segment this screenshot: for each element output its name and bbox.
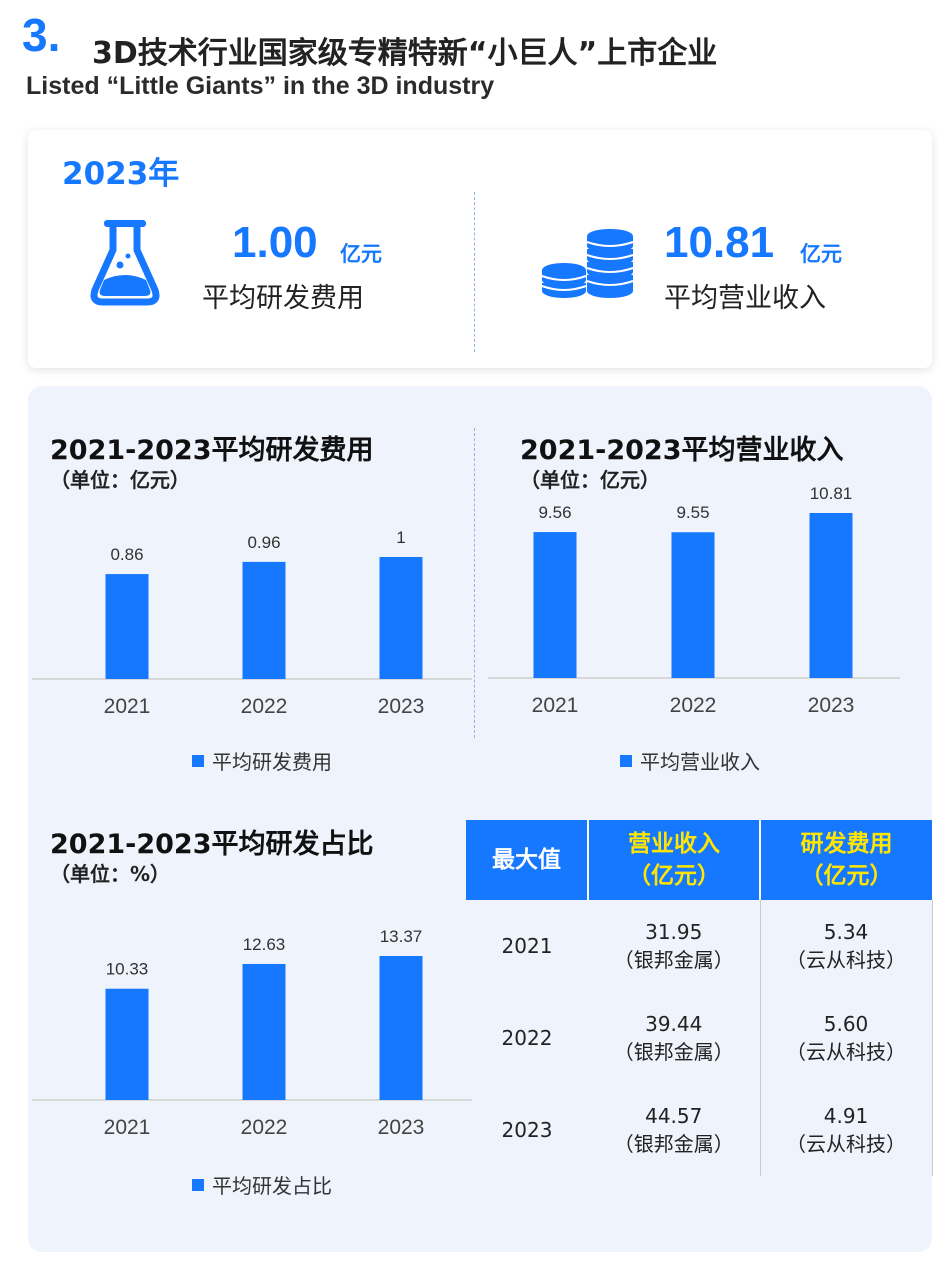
max-value-table: 最大值 营业收入 （亿元） 研发费用 （亿元） 2021 31.95 （银邦金属） 5… — [466, 820, 933, 1176]
row-revenue: 39.44 （银邦金属） — [588, 992, 761, 1084]
chart-ratio-title: 2021-2023平均研发占比 — [50, 829, 374, 860]
revenue-company: （银邦金属） — [613, 1040, 734, 1064]
chart-rd-legend: 平均研发费用 — [192, 746, 332, 775]
rd-value: 5.60 — [823, 1012, 869, 1036]
revenue-label: 平均营业收入 — [664, 283, 826, 314]
row-rd: 4.91 （云从科技） — [760, 1084, 933, 1176]
row-year: 2021 — [501, 934, 553, 958]
rd-unit: 亿元 — [340, 242, 382, 266]
revenue-value: 31.95 — [645, 920, 703, 944]
tick-label-2021: 2021 — [532, 694, 579, 717]
section-title: 3D技术行业国家级专精特新“小巨人”上市企业 — [92, 36, 718, 71]
revenue-value: 10.81 — [664, 218, 775, 267]
tick-label-2021: 2021 — [104, 695, 151, 718]
bar-2022 — [671, 532, 715, 678]
rd-value: 4.91 — [823, 1104, 869, 1128]
legend-swatch — [192, 1178, 204, 1191]
chart-rd: 0.86 2021 0.96 2022 1 2023 — [32, 528, 472, 718]
rd-company: （云从科技） — [786, 1132, 906, 1156]
revenue-value: 44.57 — [645, 1104, 703, 1128]
section-subtitle: Listed “Little Giants” in the 3D industr… — [26, 72, 495, 100]
chart-ratio-unit: （单位：%） — [50, 862, 171, 886]
revenue-value: 39.44 — [645, 1012, 703, 1036]
data-label-2023: 13.37 — [380, 927, 423, 946]
chart-rd-title: 2021-2023平均研发费用 — [50, 435, 374, 466]
coins-stack-icon — [541, 229, 634, 298]
chart-ratio-legend: 平均研发占比 — [192, 1170, 332, 1199]
row-rd: 5.34 （云从科技） — [760, 900, 933, 992]
legend-swatch — [620, 754, 632, 767]
data-label-2021: 9.56 — [538, 503, 571, 522]
bar-2022 — [242, 963, 286, 1100]
rd-company: （云从科技） — [786, 948, 906, 972]
legend-label: 平均营业收入 — [640, 750, 760, 774]
bar-2023 — [809, 513, 853, 678]
chart-revenue-title: 2021-2023平均营业收入 — [520, 435, 844, 466]
data-label-2023: 1 — [396, 528, 405, 547]
row-year: 2023 — [501, 1118, 553, 1142]
table-header-revenue: 营业收入 （亿元） — [588, 820, 761, 900]
tick-label-2022: 2022 — [241, 695, 288, 718]
rd-value: 1.00 — [232, 218, 318, 267]
chart-revenue-legend: 平均营业收入 — [620, 746, 760, 775]
bar-2023 — [379, 557, 423, 679]
rd-label: 平均研发费用 — [202, 283, 364, 314]
data-label-2023: 10.81 — [810, 484, 853, 503]
rd-value: 5.34 — [823, 920, 869, 944]
row-revenue: 31.95 （银邦金属） — [588, 900, 761, 992]
chart-ratio: 10.33 2021 12.63 2022 13.37 2023 — [32, 927, 472, 1139]
section-number: 3. — [22, 9, 61, 61]
data-label-2021: 0.86 — [110, 545, 143, 564]
chart-divider — [474, 428, 475, 738]
data-label-2021: 10.33 — [106, 960, 149, 979]
legend-label: 平均研发费用 — [212, 750, 332, 774]
legend-label: 平均研发占比 — [212, 1174, 332, 1198]
summary-year: 2023年 — [62, 156, 180, 192]
bar-2021 — [533, 532, 577, 678]
tick-label-2021: 2021 — [104, 1116, 151, 1139]
summary-card: 2023年 1.00 亿元 平均研发费用 — [28, 130, 932, 368]
tick-label-2022: 2022 — [241, 1116, 288, 1139]
data-label-2022: 9.55 — [676, 503, 709, 522]
table-header-row: 最大值 营业收入 （亿元） 研发费用 （亿元） — [466, 820, 932, 900]
chart-revenue: 9.56 2021 9.55 2022 10.81 2023 — [488, 484, 900, 717]
table-row: 2023 44.57 （银邦金属） 4.91 （云从科技） — [466, 1084, 933, 1176]
row-revenue: 44.57 （银邦金属） — [588, 1084, 761, 1176]
tick-label-2022: 2022 — [670, 694, 717, 717]
revenue-company: （银邦金属） — [613, 1132, 734, 1156]
revenue-unit: 亿元 — [800, 242, 842, 266]
tick-label-2023: 2023 — [378, 695, 425, 718]
row-year: 2022 — [501, 1026, 553, 1050]
revenue-company: （银邦金属） — [613, 948, 734, 972]
table-header-max: 最大值 — [466, 820, 589, 900]
chart-revenue-unit: （单位：亿元） — [520, 468, 660, 492]
flask-icon — [90, 220, 160, 306]
header-line: （亿元） — [800, 863, 893, 889]
bar-2021 — [105, 574, 149, 679]
data-label-2022: 12.63 — [243, 935, 286, 954]
card-divider — [474, 192, 475, 352]
chart-rd-unit: （单位：亿元） — [50, 468, 190, 492]
header-line: （亿元） — [628, 863, 720, 889]
bar-2023 — [379, 956, 423, 1100]
bar-2022 — [242, 561, 286, 679]
tick-label-2023: 2023 — [808, 694, 855, 717]
header-line: 研发费用 — [800, 831, 893, 857]
bar-2021 — [105, 988, 149, 1100]
row-rd: 5.60 （云从科技） — [760, 992, 933, 1084]
rd-company: （云从科技） — [786, 1040, 906, 1064]
tick-label-2023: 2023 — [378, 1116, 425, 1139]
legend-swatch — [192, 754, 204, 767]
table-row: 2021 31.95 （银邦金属） 5.34 （云从科技） — [466, 900, 933, 992]
table-row: 2022 39.44 （银邦金属） 5.60 （云从科技） — [466, 992, 933, 1084]
header-line: 营业收入 — [628, 831, 720, 857]
data-label-2022: 0.96 — [247, 533, 280, 552]
table-header-rd: 研发费用 （亿元） — [760, 820, 932, 900]
